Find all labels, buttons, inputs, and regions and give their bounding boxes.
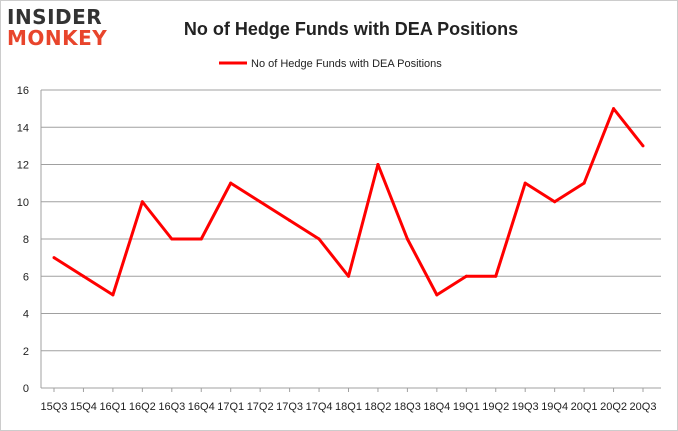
x-tick-label: 16Q4 xyxy=(188,401,215,413)
data-point xyxy=(464,274,468,278)
x-tick-label: 18Q4 xyxy=(423,401,450,413)
data-point xyxy=(494,274,498,278)
legend-label: No of Hedge Funds with DEA Positions xyxy=(251,58,442,70)
data-point xyxy=(258,200,262,204)
y-tick-label: 16 xyxy=(17,85,29,97)
data-point xyxy=(582,181,586,185)
data-point xyxy=(641,144,645,148)
x-tick-label: 15Q3 xyxy=(41,401,68,413)
y-tick-label: 4 xyxy=(23,309,29,321)
x-tick-label: 19Q4 xyxy=(541,401,568,413)
data-point xyxy=(140,200,144,204)
x-tick-label: 19Q3 xyxy=(512,401,539,413)
data-point xyxy=(405,237,409,241)
x-tick-label: 16Q1 xyxy=(99,401,126,413)
y-tick-label: 2 xyxy=(23,346,29,358)
x-tick-label: 15Q4 xyxy=(70,401,97,413)
data-point xyxy=(553,200,557,204)
x-tick-label: 20Q1 xyxy=(571,401,598,413)
data-point xyxy=(612,107,616,111)
x-tick-label: 17Q4 xyxy=(306,401,333,413)
y-tick-label: 6 xyxy=(23,271,29,283)
y-tick-label: 8 xyxy=(23,234,29,246)
data-point xyxy=(81,274,85,278)
data-point xyxy=(376,163,380,166)
insider-monkey-logo: INSIDER MONKEY xyxy=(7,7,107,49)
x-tick-label: 20Q2 xyxy=(600,401,627,413)
chart-title: No of Hedge Funds with DEA Positions xyxy=(183,19,519,39)
data-point xyxy=(523,181,527,185)
data-point xyxy=(317,237,321,241)
x-tick-label: 18Q3 xyxy=(394,401,421,413)
x-tick-label: 17Q2 xyxy=(247,401,274,413)
data-point xyxy=(347,274,350,278)
data-point xyxy=(288,218,292,222)
data-point xyxy=(170,237,174,241)
x-tick-label: 17Q3 xyxy=(276,401,303,413)
y-tick-label: 12 xyxy=(17,160,29,172)
x-tick-label: 19Q2 xyxy=(482,401,509,413)
x-tick-label: 20Q3 xyxy=(630,401,657,413)
y-tick-label: 0 xyxy=(23,383,29,395)
data-point xyxy=(229,181,233,185)
y-tick-label: 10 xyxy=(17,197,29,209)
y-tick-label: 14 xyxy=(17,122,29,134)
x-tick-label: 18Q1 xyxy=(335,401,362,413)
data-point xyxy=(199,237,203,241)
data-point xyxy=(435,293,439,297)
x-tick-label: 18Q2 xyxy=(364,401,391,413)
x-tick-label: 17Q1 xyxy=(217,401,244,413)
x-tick-label: 19Q1 xyxy=(453,401,480,413)
logo-line2: MONKEY xyxy=(7,26,108,50)
data-point xyxy=(52,256,56,260)
x-tick-label: 16Q2 xyxy=(129,401,156,413)
logo-line1: INSIDER xyxy=(7,5,103,29)
data-point xyxy=(111,293,115,297)
x-tick-label: 16Q3 xyxy=(158,401,185,413)
